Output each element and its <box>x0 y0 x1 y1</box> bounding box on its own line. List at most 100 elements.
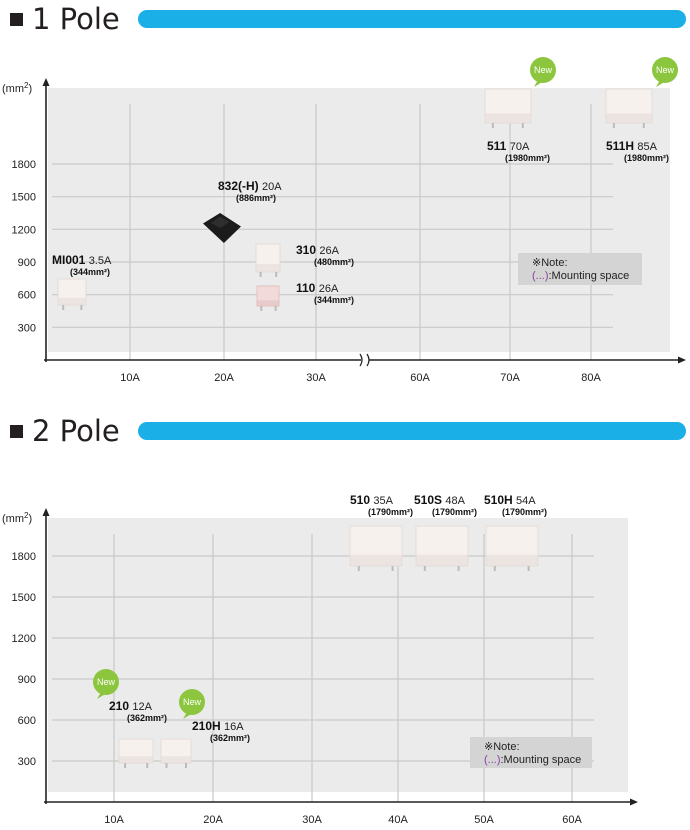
y-tick-label: 1500 <box>12 192 36 204</box>
x-tick-label: 10A <box>104 814 124 826</box>
new-badge-label: New <box>656 65 675 75</box>
new-badge-label: New <box>534 65 553 75</box>
relay-pin <box>185 763 187 768</box>
y-axis-arrow <box>42 508 50 516</box>
data-point-310: 310 26A(480mm²) <box>255 243 354 277</box>
note-text: (...):Mounting space <box>532 270 629 282</box>
relay-pin <box>391 566 394 571</box>
relay-pin <box>612 123 615 128</box>
x-tick-label: 50A <box>474 814 494 826</box>
data-point-mi001: MI001 3.5A(344mm²) <box>52 253 112 310</box>
relay-pin <box>493 566 496 571</box>
product-name-label: 510H 54A <box>484 493 536 507</box>
relay-pin <box>259 272 262 277</box>
new-badge-icon <box>652 57 678 83</box>
relay-shadow <box>416 554 468 566</box>
plot-area <box>48 88 670 352</box>
relay-pin <box>80 305 83 310</box>
y-tick-label: 300 <box>18 322 36 334</box>
product-name-label: 210 12A <box>109 699 153 713</box>
y-axis-unit: (mm2) <box>2 81 32 95</box>
product-name-label: MI001 3.5A <box>52 253 112 267</box>
y-axis-unit: (mm2) <box>2 511 32 525</box>
y-tick-label: 1200 <box>12 224 36 236</box>
relay-shadow <box>486 554 538 566</box>
relay-shadow <box>257 300 279 306</box>
data-point-510h: 510H 54A(1790mm²) <box>484 493 547 571</box>
data-point-832-h-: 832(-H) 20A(886mm²) <box>203 179 282 243</box>
relay-shadow <box>161 756 191 763</box>
data-point-511h: 511H 85A(1980mm²) New <box>605 57 678 163</box>
new-badge-icon <box>179 689 205 715</box>
x-tick-label: 30A <box>302 814 322 826</box>
relay-pin <box>275 272 278 277</box>
x-tick-label: 70A <box>500 372 520 384</box>
x-tick-label: 20A <box>214 372 234 384</box>
relay-pin <box>62 305 65 310</box>
chart-1-pole: 300 600 900 1200 1500 1800 10A 20A 30A 60A 70A 80A (… <box>2 57 686 384</box>
relay-shadow <box>485 113 531 123</box>
relay-body <box>203 213 241 243</box>
product-name-label: 832(-H) 20A <box>218 179 282 193</box>
chart-2-pole: 300 600 900 1200 1500 1800 10A 20A 30A 40A 50A 60A (… <box>2 493 638 826</box>
x-tick-label: 80A <box>581 372 601 384</box>
y-tick-label: 900 <box>18 257 36 269</box>
mounting-area-label: (344mm²) <box>314 295 354 305</box>
new-badge-icon <box>530 57 556 83</box>
x-tick-label: 40A <box>388 814 408 826</box>
x-tick-label: 10A <box>120 372 140 384</box>
new-badge-label: New <box>183 697 202 707</box>
data-point-210: 210 12A(362mm²) New <box>93 669 167 768</box>
relay-shadow <box>350 554 402 566</box>
axis-break-mark <box>366 353 370 367</box>
data-point-110: 110 26A(344mm²) <box>256 281 354 311</box>
relay-pin <box>124 763 127 768</box>
note-box <box>518 253 642 285</box>
product-name-label: 510S 48A <box>414 493 466 507</box>
note-box <box>470 737 592 768</box>
relay-pin <box>357 566 360 571</box>
relay-pin <box>260 306 263 311</box>
x-tick-label: 20A <box>203 814 223 826</box>
square-bullet-icon <box>10 425 23 438</box>
relay-pin <box>423 566 426 571</box>
axis-break-gap <box>361 354 369 366</box>
x-tick-label: 60A <box>562 814 582 826</box>
mounting-area-label: (1980mm²) <box>624 153 669 163</box>
data-point-510s: 510S 48A(1790mm²) <box>414 493 477 571</box>
relay-shadow <box>58 297 86 305</box>
product-name-label: 511H 85A <box>606 139 658 153</box>
x-axis-arrow <box>678 356 686 364</box>
new-badge-icon <box>93 669 119 695</box>
data-point-210h: 210H 16A(362mm²) New <box>160 689 250 768</box>
mounting-area-label: (362mm²) <box>210 733 250 743</box>
relay-pin <box>491 123 494 128</box>
axis-break-mark <box>359 353 363 367</box>
mounting-area-label: (886mm²) <box>236 193 276 203</box>
relay-pin <box>642 123 645 128</box>
product-name-label: 310 26A <box>296 243 340 257</box>
relay-top <box>210 216 230 228</box>
y-tick-label: 300 <box>18 756 36 768</box>
product-name-label: 110 26A <box>296 281 339 295</box>
x-axis-arrow <box>630 798 638 806</box>
y-tick-label: 1500 <box>12 592 36 604</box>
data-point-510: 510 35A(1790mm²) <box>349 493 413 571</box>
mounting-area-label: (1790mm²) <box>368 507 413 517</box>
x-tick-label: 30A <box>306 372 326 384</box>
accent-bar <box>138 10 686 28</box>
product-name-label: 210H 16A <box>192 719 244 733</box>
x-tick-label: 60A <box>410 372 430 384</box>
square-bullet-icon <box>10 13 23 26</box>
note-text: (...):Mounting space <box>484 754 581 766</box>
y-tick-label: 1200 <box>12 633 36 645</box>
relay-pin <box>146 763 149 768</box>
relay-pin <box>521 123 524 128</box>
mounting-area-label: (1980mm²) <box>505 153 550 163</box>
new-badge-label: New <box>97 677 116 687</box>
note-title: ※Note: <box>532 257 568 269</box>
mounting-area-label: (1790mm²) <box>432 507 477 517</box>
section-header-1-pole: 1 Pole <box>0 2 690 40</box>
mounting-area-label: (362mm²) <box>127 713 167 723</box>
section-title: 1 Pole <box>32 2 120 36</box>
